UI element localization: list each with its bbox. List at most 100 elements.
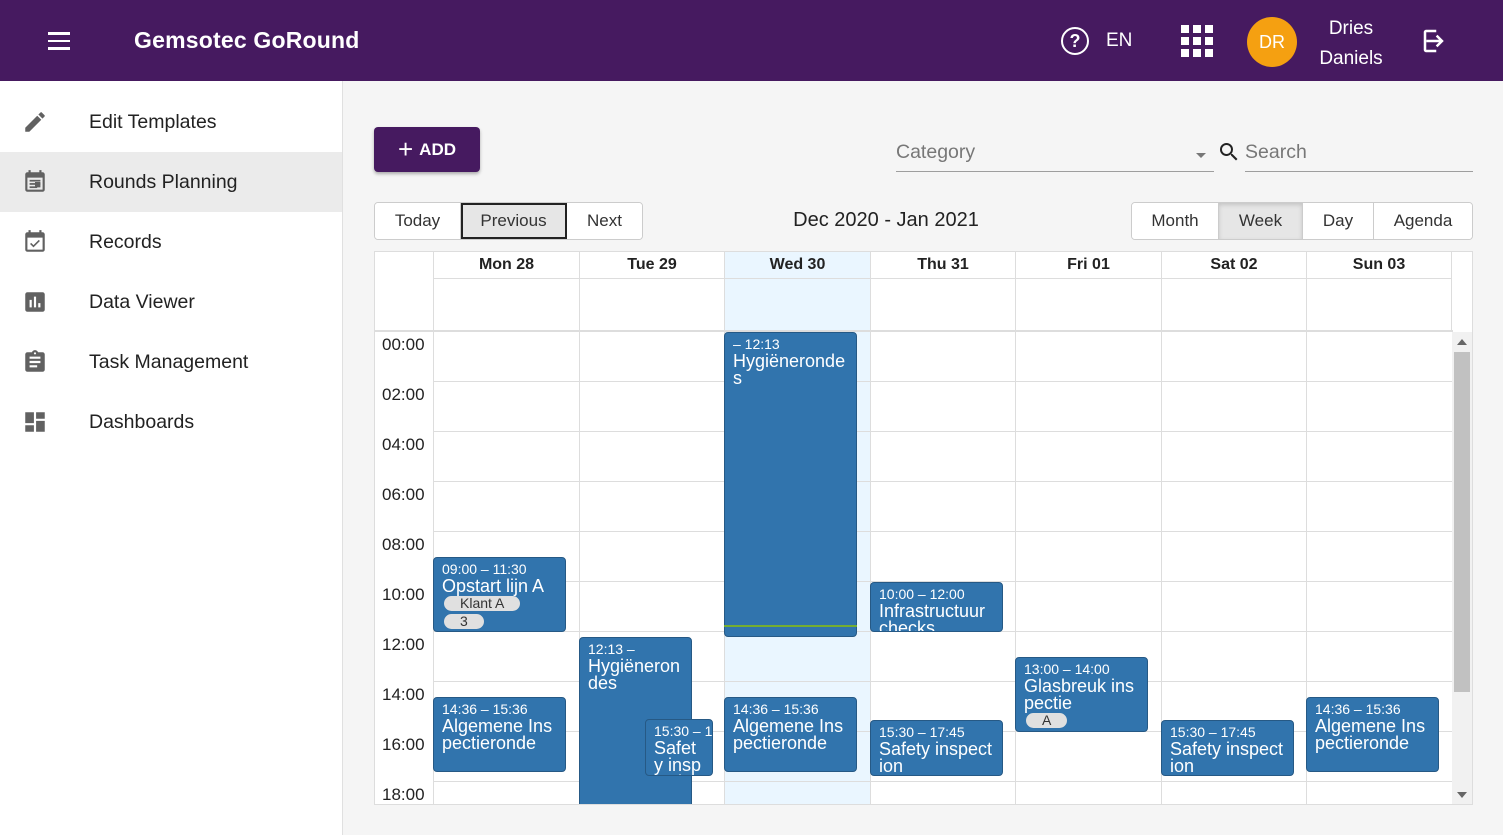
calendar-event[interactable]: 14:36 – 15:36 Algemene Inspectieronde — [724, 697, 857, 772]
day-label: Tue 29 — [627, 256, 677, 273]
today-button[interactable]: Today — [375, 203, 461, 239]
week-calendar: Mon 28 Tue 29 Wed 30 Thu 31 Fri 01 Sat 0… — [374, 251, 1473, 805]
event-title: Hygiënerondes — [588, 656, 681, 693]
date-range-label: Dec 2020 - Jan 2021 — [793, 209, 979, 231]
sidebar-item-edit-templates[interactable]: Edit Templates — [0, 92, 342, 152]
view-day-button[interactable]: Day — [1303, 203, 1374, 239]
calendar-header: Mon 28 Tue 29 Wed 30 Thu 31 Fri 01 Sat 0… — [375, 252, 1453, 332]
hour-line — [433, 431, 1453, 432]
clipboard-icon — [25, 350, 45, 372]
category-select[interactable]: Category — [896, 137, 1214, 172]
day-header[interactable]: Thu 31 — [870, 252, 1015, 330]
calendar-event[interactable]: 14:36 – 15:36 Algemene Inspectieronde — [433, 697, 566, 772]
all-day-cell[interactable] — [871, 278, 1015, 330]
time-grid[interactable]: 00:00 02:00 04:00 06:00 08:00 10:00 12:0… — [375, 332, 1453, 804]
event-time: 15:30 – 17:45 — [654, 723, 713, 739]
sidebar-item-label: Rounds Planning — [89, 170, 238, 193]
event-time: 13:00 – 14:00 — [1024, 661, 1110, 677]
event-time: 14:36 – 15:36 — [733, 701, 819, 717]
add-button[interactable]: + ADD — [374, 127, 480, 172]
scroll-up-icon[interactable] — [1457, 339, 1467, 345]
hour-line — [433, 781, 1453, 782]
calendar-event[interactable]: 13:00 – 14:00 Glasbreuk inspectie A — [1015, 657, 1148, 732]
day-header[interactable]: Tue 29 — [579, 252, 724, 330]
time-label: 06:00 — [382, 485, 425, 504]
avatar[interactable]: DR — [1247, 17, 1297, 67]
calendar-event[interactable]: – 12:13 Hygiënerondes — [724, 332, 857, 637]
bar-chart-icon — [25, 292, 45, 312]
event-title: Algemene Inspectieronde — [733, 716, 844, 753]
search-input[interactable]: Search — [1245, 137, 1473, 172]
calendar-event[interactable]: 15:30 – 17:45 Safety inspection — [1161, 720, 1294, 776]
apps-grid-icon[interactable] — [1181, 25, 1213, 57]
dashboard-icon — [25, 412, 45, 432]
view-agenda-button[interactable]: Agenda — [1374, 203, 1472, 239]
all-day-cell[interactable] — [1307, 278, 1451, 330]
previous-button[interactable]: Previous — [461, 203, 567, 239]
user-name[interactable]: Dries Daniels — [1310, 14, 1392, 74]
scrollbar-thumb[interactable] — [1454, 352, 1470, 692]
menu-icon[interactable] — [40, 22, 78, 60]
event-title: Algemene Inspectieronde — [442, 716, 553, 753]
view-switcher: Month Week Day Agenda — [1131, 202, 1473, 240]
day-divider — [1161, 332, 1162, 804]
event-tag: Klant A — [444, 596, 521, 611]
day-label: Thu 31 — [917, 256, 969, 273]
time-label: 14:00 — [382, 685, 425, 704]
sidebar-item-data-viewer[interactable]: Data Viewer — [0, 272, 342, 332]
sidebar-item-task-management[interactable]: Task Management — [0, 332, 342, 392]
current-time-indicator — [724, 625, 857, 627]
scroll-down-icon[interactable] — [1457, 792, 1467, 798]
calendar-scrollbar[interactable] — [1452, 332, 1472, 804]
all-day-cell[interactable] — [434, 278, 579, 330]
calendar-check-icon — [25, 230, 45, 252]
logout-icon[interactable] — [1420, 26, 1450, 56]
sidebar: Edit Templates Rounds Planning Records D… — [0, 81, 343, 835]
all-day-cell[interactable] — [1162, 278, 1306, 330]
help-icon[interactable]: ? — [1061, 27, 1089, 55]
calendar-event[interactable]: 15:30 – 17:45 Safety inspection — [870, 720, 1003, 776]
event-title: Hygiënerondes — [733, 351, 846, 388]
day-header[interactable]: Fri 01 — [1015, 252, 1161, 330]
next-button[interactable]: Next — [567, 203, 642, 239]
app-bar: Gemsotec GoRound ? EN DR Dries Daniels — [0, 0, 1503, 81]
event-time: 09:00 – 11:30 — [442, 561, 527, 577]
time-label: 02:00 — [382, 385, 425, 404]
event-title: Opstart lijn A — [442, 576, 545, 596]
calendar-event[interactable]: 14:36 – 15:36 Algemene Inspectieronde — [1306, 697, 1439, 772]
event-time: 10:00 – 12:00 — [879, 586, 965, 602]
time-label: 00:00 — [382, 335, 425, 354]
event-title: Infrastructuur checks — [879, 601, 986, 632]
day-header[interactable]: Sun 03 — [1306, 252, 1452, 330]
calendar-event[interactable]: 15:30 – 17:45 Safety inspection — [645, 719, 713, 776]
day-header-today[interactable]: Wed 30 — [724, 252, 870, 330]
time-label: 10:00 — [382, 585, 425, 604]
all-day-cell[interactable] — [725, 278, 870, 330]
day-divider — [1306, 332, 1307, 804]
all-day-cell[interactable] — [1016, 278, 1161, 330]
time-label: 16:00 — [382, 735, 425, 754]
event-title: Safety inspection — [654, 738, 702, 775]
calendar-event[interactable]: 09:00 – 11:30 Opstart lijn A Klant A 3 — [433, 557, 566, 632]
sidebar-item-records[interactable]: Records — [0, 212, 342, 272]
day-header[interactable]: Sat 02 — [1161, 252, 1306, 330]
event-tag: 3 — [444, 614, 484, 629]
all-day-cell[interactable] — [580, 278, 724, 330]
sidebar-item-rounds-planning[interactable]: Rounds Planning — [0, 152, 342, 212]
event-time: 14:36 – 15:36 — [442, 701, 528, 717]
event-title: Safety inspection — [1170, 739, 1284, 776]
view-week-button[interactable]: Week — [1219, 203, 1303, 239]
sidebar-item-label: Records — [89, 230, 162, 253]
sidebar-item-dashboards[interactable]: Dashboards — [0, 392, 342, 452]
search-icon — [1220, 143, 1238, 161]
view-month-button[interactable]: Month — [1132, 203, 1219, 239]
day-header[interactable]: Mon 28 — [433, 252, 579, 330]
event-time: – 12:13 — [733, 336, 780, 352]
sidebar-item-label: Task Management — [89, 350, 249, 373]
language-selector[interactable]: EN — [1106, 30, 1133, 51]
day-divider — [870, 332, 871, 804]
calendar-event[interactable]: 10:00 – 12:00 Infrastructuur checks — [870, 582, 1003, 632]
event-title: Glasbreuk inspectie — [1024, 676, 1135, 713]
add-button-label: ADD — [419, 139, 457, 159]
search-placeholder: Search — [1245, 141, 1307, 163]
